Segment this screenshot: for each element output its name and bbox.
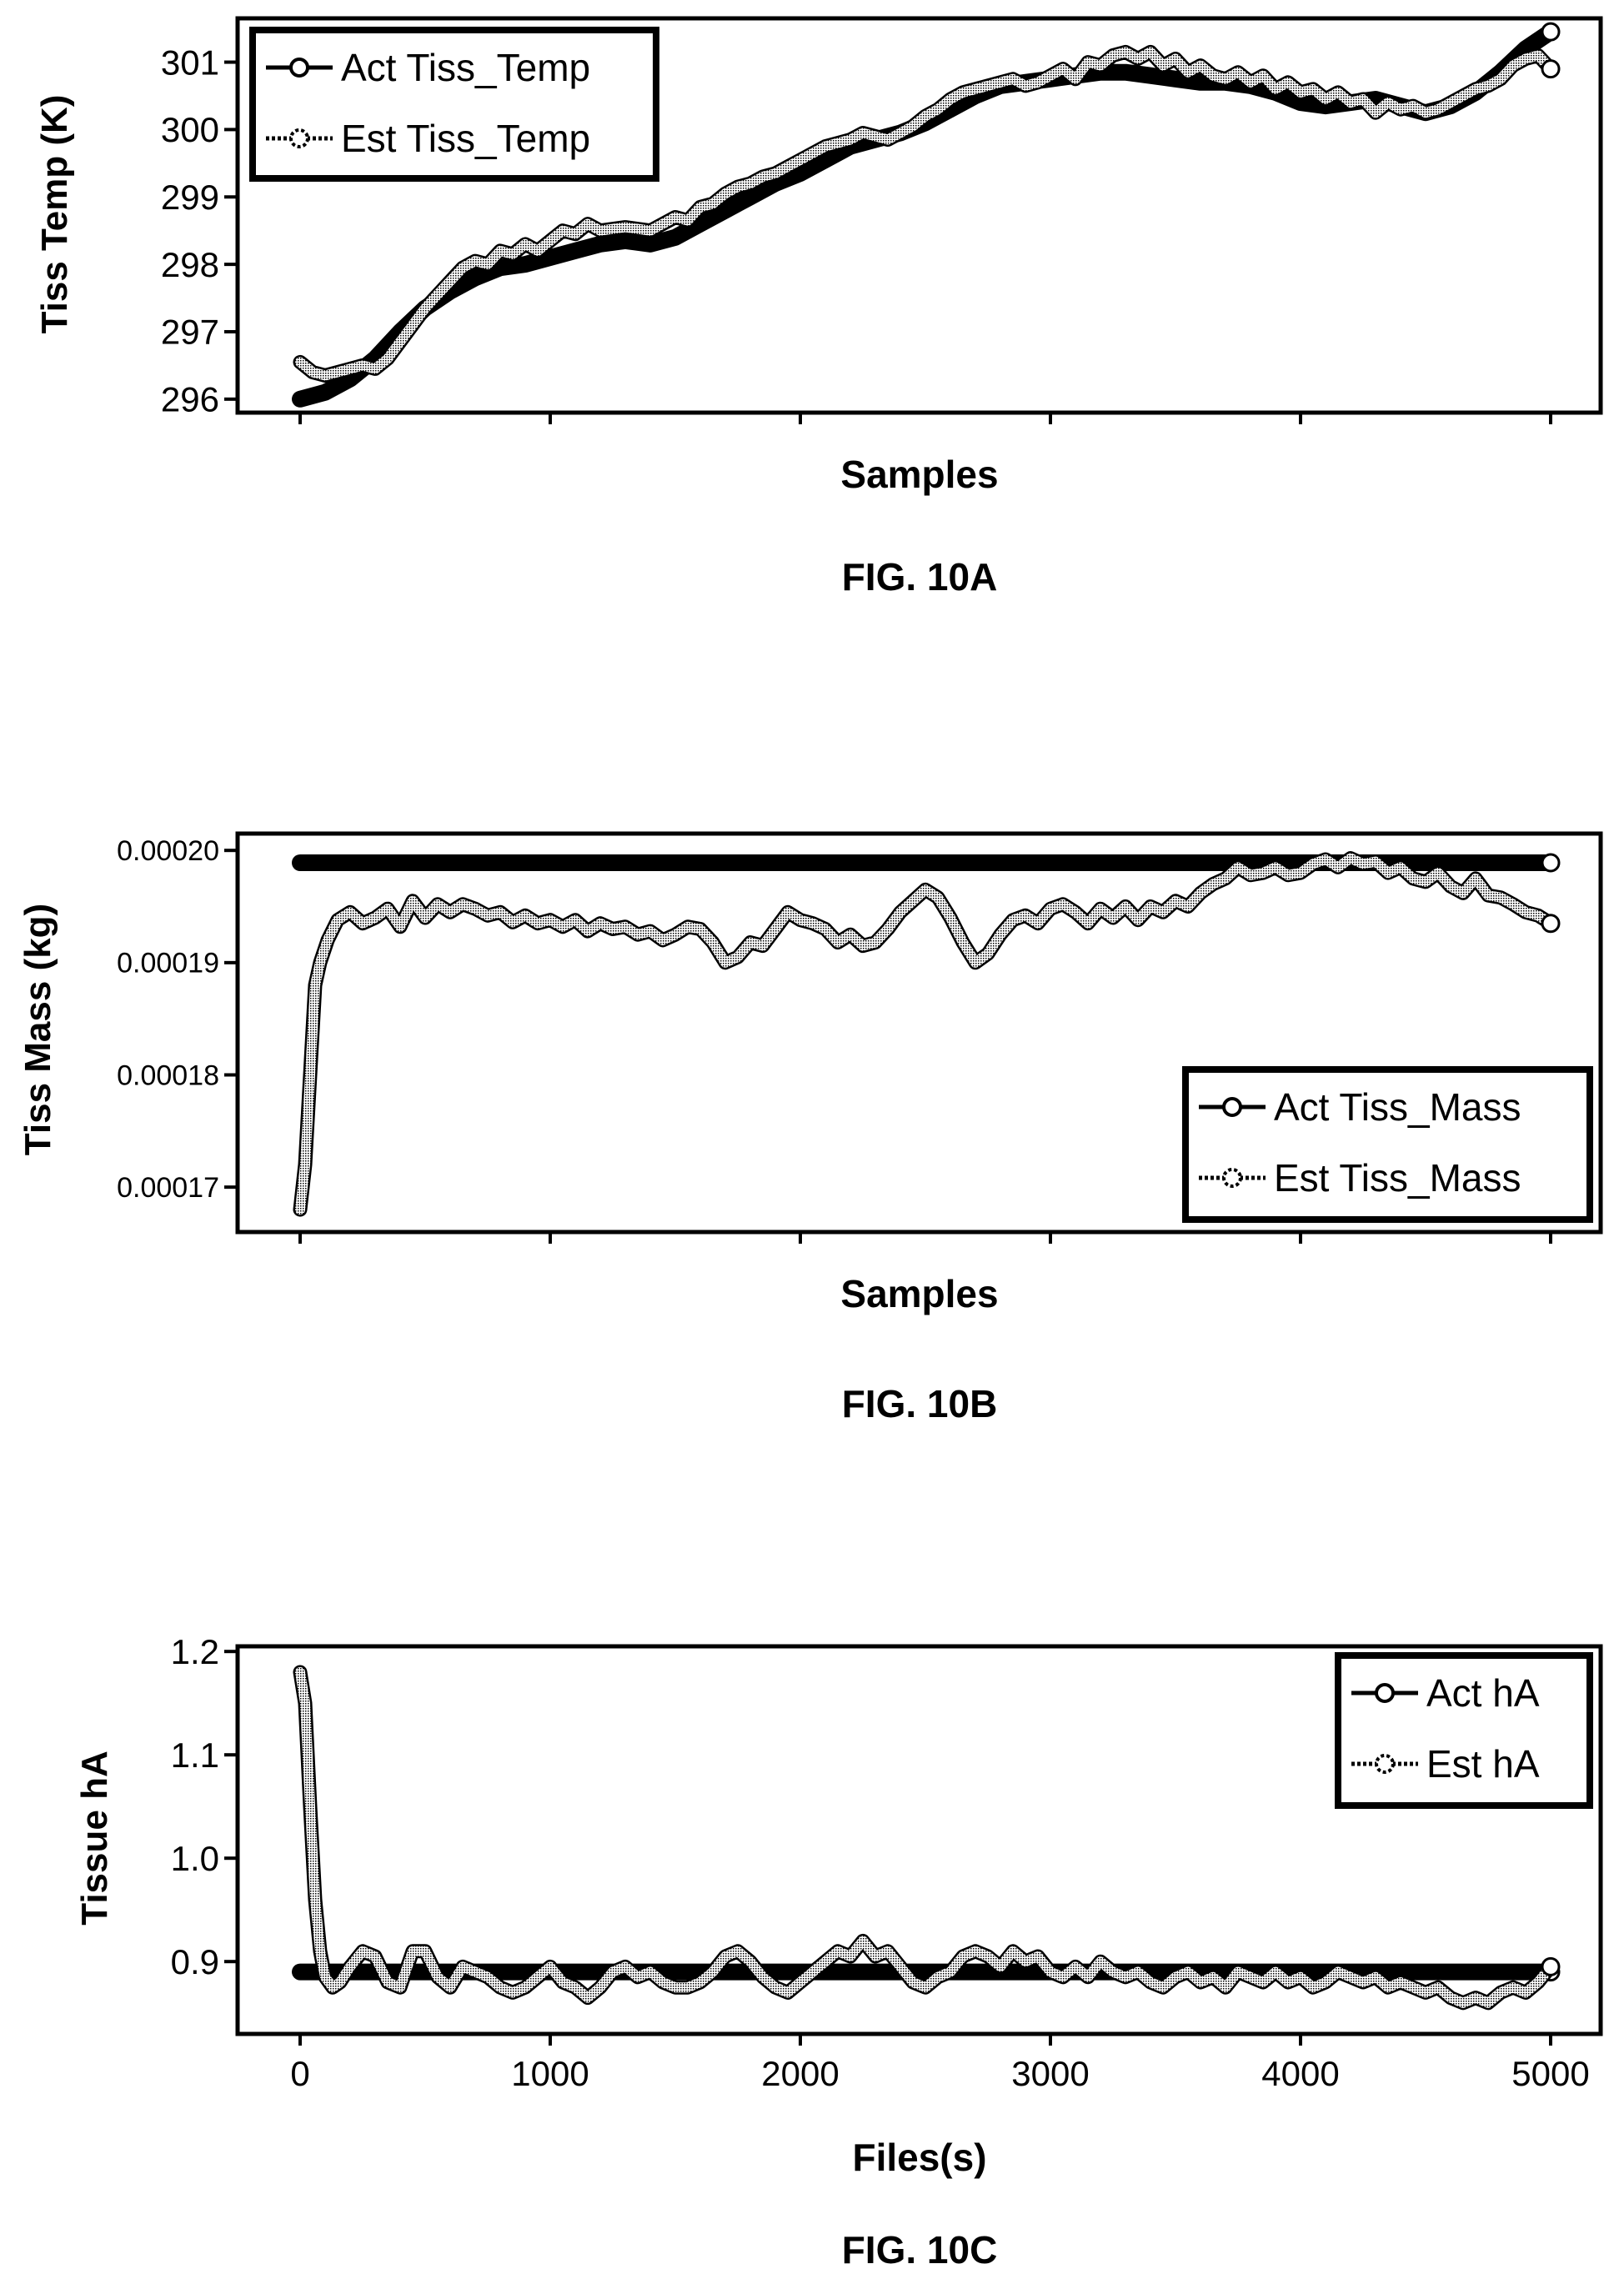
x-axis-label-a: Samples	[840, 453, 998, 496]
y-tick-label-c-2: 1.1	[171, 1736, 219, 1775]
plot-frame-a	[235, 16, 1603, 415]
plot-area-b: 0.00017 0.00018 0.00019 0.00020 Act Tiss_Mas…	[117, 831, 1603, 1244]
end-marker-b-actual	[1541, 853, 1561, 873]
x-tick-label-c-3: 3000	[1011, 2054, 1089, 2093]
legend-marker-c-0	[1375, 1683, 1395, 1703]
y-tick-label-b-2: 0.00019	[117, 948, 219, 979]
series-line-b-estimated	[295, 853, 1556, 1215]
y-tick-label-b-1: 0.00018	[117, 1059, 219, 1091]
end-marker-a-actual	[1541, 22, 1561, 42]
x-tick-label-c-1: 1000	[511, 2054, 589, 2093]
y-tick-label-c-0: 0.9	[171, 1942, 219, 1981]
chart-panel-c: 0.9 1.0 1.1 1.2 0 1000 2000 3000 4000 5000 Act hA E…	[74, 1632, 1603, 2271]
plot-frame-c	[235, 1644, 1603, 2036]
x-tick-label-c-0: 0	[290, 2054, 309, 2093]
plot-frame-b	[235, 831, 1603, 1235]
legend-box-b	[1182, 1066, 1593, 1223]
y-axis-label-c: Tissue hA	[74, 1751, 115, 1925]
legend-label-c-1: Est hA	[1426, 1742, 1540, 1786]
end-marker-c-estimated	[1541, 1956, 1561, 1976]
y-axis-label-b: Tiss Mass (kg)	[18, 904, 58, 1155]
x-tick-label-c-4: 4000	[1261, 2054, 1339, 2093]
legend-box-a	[249, 27, 659, 182]
legend-label-b-0: Act Tiss_Mass	[1274, 1085, 1521, 1129]
y-tick-label-b-0: 0.00017	[117, 1172, 219, 1204]
legend-marker-b-1	[1222, 1168, 1242, 1188]
y-tick-label-a-4: 300	[161, 110, 219, 149]
series-line-a-estimated	[295, 47, 1556, 381]
y-tick-label-c-1: 1.0	[171, 1839, 219, 1878]
x-tick-label-c-2: 2000	[761, 2054, 839, 2093]
end-marker-b-estimated	[1541, 914, 1561, 934]
series-line-c-estimated	[295, 1667, 1556, 2008]
y-tick-label-a-5: 301	[161, 43, 219, 82]
figure-caption-b: FIG. 10B	[842, 1382, 998, 1425]
figure-caption-c: FIG. 10C	[842, 2228, 998, 2271]
chart-panel-a: 296 297 298 299 300 301 Act Tiss_Temp Est Tiss_…	[34, 16, 1603, 599]
y-tick-label-a-3: 299	[161, 178, 219, 217]
figure-caption-a: FIG. 10A	[842, 555, 998, 599]
legend-label-c-0: Act hA	[1426, 1671, 1540, 1715]
x-axis-label-b: Samples	[840, 1272, 998, 1315]
y-tick-label-a-1: 297	[161, 313, 219, 352]
legend-marker-c-1	[1375, 1754, 1395, 1774]
y-tick-label-b-3: 0.00020	[117, 835, 219, 867]
legend-marker-a-1	[289, 128, 309, 148]
y-axis-label-a: Tiss Temp (K)	[34, 95, 75, 334]
legend-label-b-1: Est Tiss_Mass	[1274, 1156, 1521, 1200]
y-tick-label-a-0: 296	[161, 380, 219, 419]
legend-marker-a-0	[289, 58, 309, 78]
chart-panel-b: 0.00017 0.00018 0.00019 0.00020 Act Tiss_Mas…	[18, 831, 1603, 1425]
y-tick-label-a-2: 298	[161, 245, 219, 284]
y-tick-label-c-3: 1.2	[171, 1632, 219, 1671]
plot-area-a: 296 297 298 299 300 301 Act Tiss_Temp Est Tiss_…	[161, 16, 1603, 424]
legend-box-c	[1335, 1652, 1593, 1809]
x-tick-label-c-5: 5000	[1511, 2054, 1589, 2093]
plot-area-c: 0.9 1.0 1.1 1.2 0 1000 2000 3000 4000 5000 Act hA E…	[171, 1632, 1603, 2093]
legend-marker-b-0	[1222, 1097, 1242, 1117]
legend-label-a-1: Est Tiss_Temp	[341, 117, 590, 160]
x-axis-label-c: Files(s)	[852, 2136, 986, 2179]
legend-label-a-0: Act Tiss_Temp	[341, 46, 590, 89]
end-marker-a-estimated	[1541, 59, 1561, 79]
